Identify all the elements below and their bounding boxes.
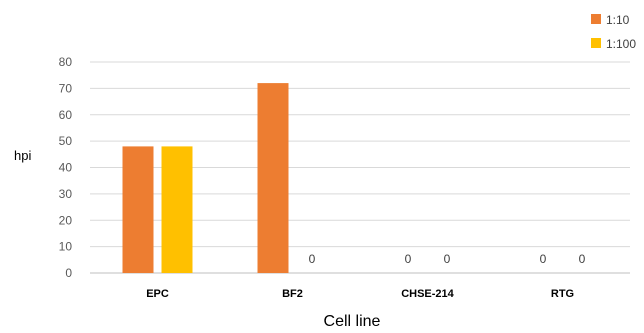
bar-1:100-EPC: [161, 146, 193, 273]
x-axis-label: Cell line: [324, 313, 381, 330]
y-tick-label: 60: [59, 108, 73, 122]
x-tick-label: RTG: [551, 288, 574, 300]
legend-swatch: [591, 14, 601, 24]
data-label: 0: [540, 252, 547, 266]
bars: [122, 83, 289, 273]
x-tick-label: BF2: [282, 288, 303, 300]
x-tick-label: CHSE-214: [401, 288, 454, 300]
y-tick-label: 30: [59, 187, 73, 201]
legend-label: 1:100: [606, 37, 636, 51]
category-labels: EPC BF2 CHSE-214 RTG: [146, 288, 574, 300]
data-label: 0: [444, 252, 451, 266]
y-tick-labels: 0 10 20 30 40 50 60 70 80: [59, 55, 73, 280]
data-label: 0: [579, 252, 586, 266]
y-axis-label: hpi: [14, 148, 31, 163]
y-tick-label: 50: [59, 134, 73, 148]
y-tick-label: 0: [65, 266, 72, 280]
y-tick-label: 40: [59, 161, 73, 175]
y-tick-label: 70: [59, 81, 73, 95]
legend-label: 1:10: [606, 13, 630, 27]
data-label: 0: [309, 252, 316, 266]
y-tick-label: 80: [59, 55, 73, 69]
y-tick-label: 10: [59, 240, 73, 254]
bar-1:10-EPC: [122, 146, 154, 273]
x-tick-label: EPC: [146, 288, 169, 300]
data-label: 0: [405, 252, 412, 266]
data-labels: 0 0 0 0 0: [309, 252, 586, 266]
legend-swatch: [591, 38, 601, 48]
y-tick-label: 20: [59, 213, 73, 227]
legend: 1:10 1:100: [591, 13, 636, 51]
bar-1:10-BF2: [257, 83, 289, 273]
